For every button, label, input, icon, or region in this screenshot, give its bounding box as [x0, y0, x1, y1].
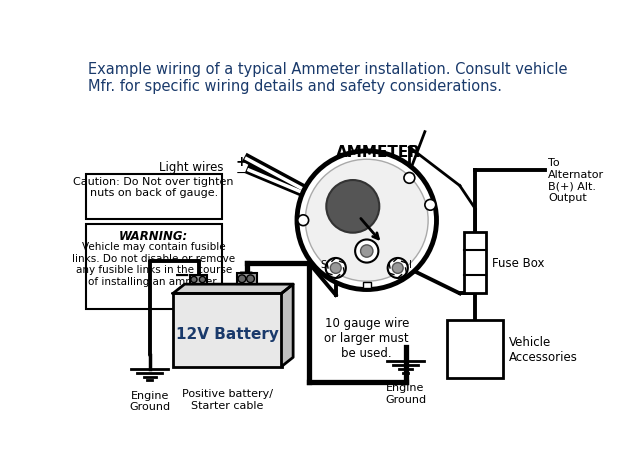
- Text: Engine
Ground: Engine Ground: [385, 382, 426, 404]
- Bar: [86, 225, 222, 309]
- Circle shape: [360, 245, 373, 257]
- Circle shape: [404, 173, 415, 184]
- Bar: [447, 321, 503, 378]
- Circle shape: [388, 258, 408, 278]
- Text: Example wiring of a typical Ammeter installation. Consult vehicle
Mfr. for speci: Example wiring of a typical Ammeter inst…: [88, 62, 568, 94]
- Circle shape: [355, 240, 378, 263]
- Circle shape: [305, 160, 428, 282]
- Text: I: I: [409, 260, 412, 269]
- Text: To
Alternator
B(+) Alt.
Output: To Alternator B(+) Alt. Output: [548, 158, 604, 202]
- Text: Caution: Do Not over tighten
nuts on back of gauge.: Caution: Do Not over tighten nuts on bac…: [74, 176, 234, 198]
- Bar: [190, 275, 207, 285]
- Text: +: +: [238, 263, 255, 282]
- Polygon shape: [282, 285, 293, 367]
- Text: Fuse Box: Fuse Box: [492, 257, 545, 269]
- Bar: [173, 294, 282, 367]
- Text: 10 gauge wire
or larger must
be used.: 10 gauge wire or larger must be used.: [324, 317, 409, 360]
- Text: Light wires: Light wires: [159, 161, 223, 174]
- Circle shape: [238, 275, 246, 283]
- Text: AMMETER: AMMETER: [336, 144, 420, 160]
- Text: −: −: [236, 167, 246, 180]
- Bar: [363, 282, 371, 288]
- Circle shape: [298, 215, 308, 226]
- Text: Not
Used: Not Used: [403, 179, 431, 200]
- Text: Vehicle may contain fusible
links. Do not disable or remove
any fusible links in: Vehicle may contain fusible links. Do no…: [72, 242, 235, 286]
- Polygon shape: [173, 285, 293, 294]
- Circle shape: [246, 275, 254, 283]
- Circle shape: [425, 200, 436, 211]
- Circle shape: [326, 258, 346, 278]
- Circle shape: [199, 277, 205, 283]
- Circle shape: [297, 151, 436, 290]
- Circle shape: [392, 263, 403, 274]
- Text: 12V Battery: 12V Battery: [176, 326, 278, 341]
- Text: WARNING:: WARNING:: [119, 229, 188, 242]
- Bar: [465, 232, 486, 294]
- Text: Vehicle
Accessories: Vehicle Accessories: [509, 335, 578, 363]
- Text: Positive battery/
Starter cable: Positive battery/ Starter cable: [182, 388, 273, 410]
- Bar: [237, 274, 257, 285]
- Text: S: S: [320, 260, 326, 269]
- Bar: [86, 175, 222, 219]
- Text: Engine
Ground: Engine Ground: [129, 390, 170, 411]
- Circle shape: [326, 181, 380, 233]
- Text: −: −: [174, 265, 191, 284]
- Circle shape: [191, 277, 197, 283]
- Circle shape: [330, 263, 341, 274]
- Text: +: +: [236, 155, 247, 169]
